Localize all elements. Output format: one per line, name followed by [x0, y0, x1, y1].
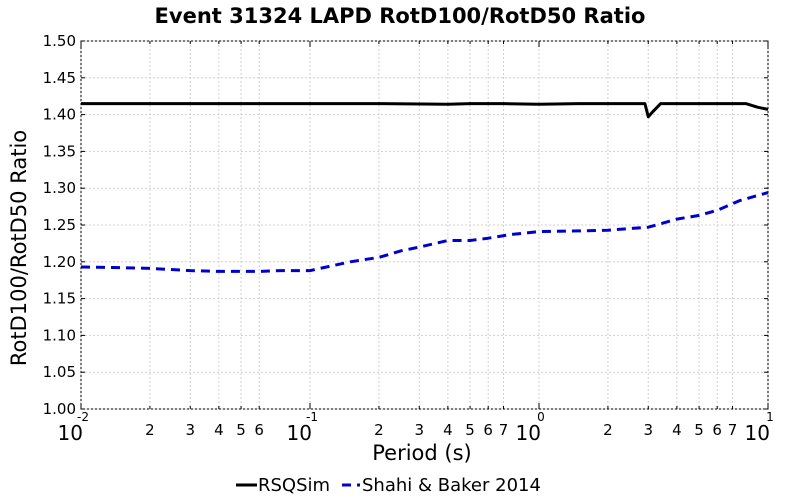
x-tick-exponent: -2 [77, 410, 89, 424]
x-minor-tick-label: 3 [414, 421, 424, 439]
y-tick-label: 1.20 [43, 253, 76, 271]
x-minor-tick-label: 4 [443, 421, 453, 439]
x-minor-tick-label: 2 [603, 421, 613, 439]
legend-label: Shahi & Baker 2014 [362, 475, 541, 496]
y-tick-label: 1.25 [43, 216, 76, 234]
x-minor-tick-label: 2 [145, 421, 155, 439]
y-tick-label: 1.50 [43, 32, 76, 50]
x-minor-tick-label: 6 [712, 421, 722, 439]
plot-area [80, 40, 769, 410]
x-tick-label: 10 [745, 421, 770, 445]
x-tick-label: 10 [287, 421, 312, 445]
x-minor-tick-label: 6 [483, 421, 493, 439]
x-minor-tick-label: 5 [236, 421, 246, 439]
series-group [80, 102, 769, 273]
x-minor-tick-label: 7 [499, 421, 509, 439]
y-axis-ticks: 1.00 1.05 1.10 1.15 1.20 1.25 1.30 1.35 1.40 1.45… [43, 32, 768, 418]
x-minor-tick-label: 4 [672, 421, 682, 439]
x-minor-tick-label: 3 [643, 421, 653, 439]
legend: RSQSim Shahi & Baker 2014 [236, 475, 541, 496]
y-tick-label: 1.35 [43, 142, 76, 160]
y-tick-label: 1.30 [43, 179, 76, 197]
y-axis-label: RotD100/RotD50 Ratio [7, 130, 31, 366]
y-tick-label: 1.05 [43, 363, 76, 381]
x-tick-exponent: -1 [306, 410, 318, 424]
x-minor-tick-label: 3 [185, 421, 195, 439]
x-minor-tick-label: 2 [374, 421, 384, 439]
plot-background [81, 41, 768, 409]
x-tick-exponent: 0 [537, 410, 545, 424]
x-minor-tick-label: 7 [728, 421, 738, 439]
legend-label: RSQSim [258, 475, 330, 496]
y-tick-label: 1.45 [43, 69, 76, 87]
y-tick-label: 1.15 [43, 290, 76, 308]
x-minor-tick-label: 4 [214, 421, 224, 439]
x-axis-label: Period (s) [372, 441, 471, 465]
x-tick-label: 10 [58, 421, 83, 445]
x-tick-exponent: 1 [766, 410, 774, 424]
chart-title: Event 31324 LAPD RotD100/RotD50 Ratio [155, 4, 646, 28]
series-line-shahi-baker-2014 [80, 191, 769, 273]
x-minor-tick-label: 5 [465, 421, 475, 439]
y-tick-label: 1.40 [43, 106, 76, 124]
series-line-rsqsim [81, 102, 769, 119]
y-tick-label: 1.10 [43, 326, 76, 344]
y-tick-label: 1.00 [43, 400, 76, 418]
x-minor-tick-label: 6 [254, 421, 264, 439]
x-tick-label: 10 [516, 421, 541, 445]
x-minor-tick-label: 5 [694, 421, 704, 439]
